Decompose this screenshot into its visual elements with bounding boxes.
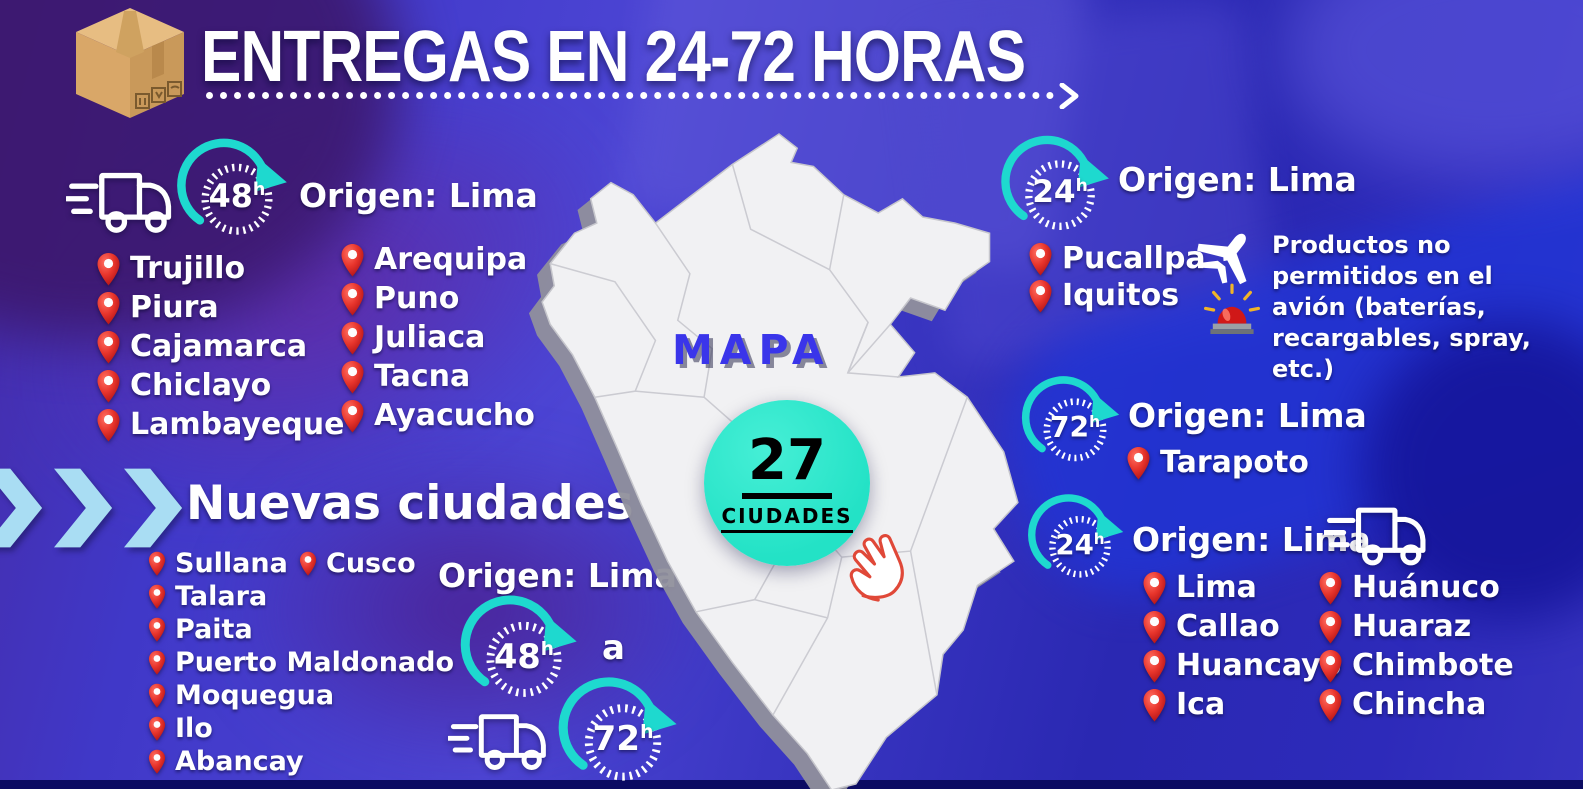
- city-list-central-col2: Huánuco Huaraz Chimbote Chincha: [1318, 568, 1514, 724]
- city-item: Abancay: [148, 745, 454, 778]
- air-restriction-note: Productos no permitidos en el avión (bat…: [1272, 231, 1531, 383]
- location-pin-icon: [148, 617, 166, 642]
- timer-24h-central: 24 h: [1028, 494, 1126, 590]
- location-pin-icon: [96, 330, 121, 364]
- timer-24h-air: 24 h: [1001, 135, 1112, 244]
- range-connector: a: [602, 628, 625, 668]
- city-item: Chiclayo: [96, 366, 345, 405]
- page-title: ENTREGAS EN 24-72 HORAS: [201, 17, 1026, 97]
- location-pin-icon: [1142, 610, 1167, 644]
- title-arrow-icon: [1058, 82, 1080, 113]
- location-pin-icon: [340, 321, 365, 355]
- city-item: Pucallpa: [1028, 240, 1206, 277]
- click-hand-icon[interactable]: [836, 526, 920, 606]
- location-pin-icon: [1318, 610, 1343, 644]
- city-item: Huancayo: [1142, 646, 1341, 685]
- location-pin-icon: [340, 360, 365, 394]
- city-item: Tacna: [340, 357, 535, 396]
- location-pin-icon: [96, 369, 121, 403]
- bg-bottom-strip: [0, 780, 1583, 789]
- city-list-air: Pucallpa Iquitos: [1028, 240, 1206, 314]
- city-item: Puerto Maldonado: [148, 646, 454, 679]
- location-pin-icon: [1318, 649, 1343, 683]
- location-pin-icon: [340, 399, 365, 433]
- city-list-48h-col2: Arequipa Puno Juliaca Tacna Ayacucho: [340, 240, 535, 435]
- cardboard-box-icon: [70, 2, 190, 118]
- city-item: Moquegua: [148, 679, 454, 712]
- city-item: Chimbote: [1318, 646, 1514, 685]
- location-pin-icon: [1142, 649, 1167, 683]
- city-item: Trujillo: [96, 249, 345, 288]
- city-item: Iquitos: [1028, 277, 1206, 314]
- city-item: Cajamarca: [96, 327, 345, 366]
- triple-chevron-icon: [0, 468, 184, 548]
- city-item: Huaraz: [1318, 607, 1514, 646]
- timer-48h-left: 48 h: [177, 138, 290, 249]
- city-item: Ilo: [148, 712, 454, 745]
- location-pin-icon: [1028, 279, 1053, 313]
- location-pin-icon: [148, 749, 166, 774]
- origin-label-new-cities: Origen: Lima: [438, 556, 677, 595]
- location-pin-icon: [96, 252, 121, 286]
- timer-dial-icon: [177, 138, 287, 235]
- location-pin-icon: [1028, 242, 1053, 276]
- location-pin-icon: [1318, 688, 1343, 722]
- origin-label-central: Origen: Lima: [1132, 520, 1371, 559]
- cities-count-badge: 27 CIUDADES: [704, 400, 870, 566]
- map-title: MAPA: [672, 326, 831, 374]
- origin-label-air: Origen: Lima: [1118, 160, 1357, 199]
- city-item: Juliaca: [340, 318, 535, 357]
- origin-label-72h: Origen: Lima: [1128, 396, 1367, 435]
- city-item: Lima: [1142, 568, 1341, 607]
- fast-delivery-truck-icon: [446, 705, 556, 779]
- fast-delivery-truck-icon: [64, 163, 182, 242]
- location-pin-icon: [1142, 688, 1167, 722]
- city-item: Paita: [148, 613, 454, 646]
- title-dotted-line: [206, 92, 1054, 99]
- timer-72h-tarapoto: 72 h: [1021, 376, 1122, 474]
- city-item: Piura: [96, 288, 345, 327]
- city-item: Chincha: [1318, 685, 1514, 724]
- location-pin-icon: [148, 716, 166, 741]
- location-pin-icon: [148, 584, 166, 609]
- city-item: Puno: [340, 279, 535, 318]
- city-item: Sullana: [148, 547, 454, 580]
- new-cities-title: Nuevas ciudades: [186, 476, 634, 531]
- city-item: Lambayeque: [96, 405, 345, 444]
- location-pin-icon: [1318, 571, 1343, 605]
- location-pin-icon: [340, 282, 365, 316]
- city-list-central-col1: Lima Callao Huancayo Ica: [1142, 568, 1341, 724]
- timer-48h-center: 48 h: [460, 595, 580, 712]
- location-pin-icon: [96, 291, 121, 325]
- location-pin-icon: [299, 551, 317, 576]
- city-item: Tarapoto: [1126, 443, 1309, 482]
- fast-delivery-truck-icon: [1322, 498, 1436, 575]
- location-pin-icon: [340, 243, 365, 277]
- airplane-icon: [1186, 222, 1266, 288]
- location-pin-icon: [148, 683, 166, 708]
- location-pin-icon: [1126, 446, 1151, 480]
- timer-72h-center: 72 h: [558, 677, 680, 789]
- city-item: Ayacucho: [340, 396, 535, 435]
- city-list-48h-col1: Trujillo Piura Cajamarca Chiclayo Lambay…: [96, 249, 345, 444]
- city-item: Callao: [1142, 607, 1341, 646]
- location-pin-icon: [148, 650, 166, 675]
- origin-label-48h: Origen: Lima: [299, 176, 538, 215]
- cities-count-caption: CIUDADES: [721, 504, 853, 533]
- location-pin-icon: [1142, 571, 1167, 605]
- city-item: Arequipa: [340, 240, 535, 279]
- city-item: Ica: [1142, 685, 1341, 724]
- location-pin-icon: [148, 551, 166, 576]
- alert-siren-icon: [1200, 282, 1264, 338]
- city-list-72h: Tarapoto: [1126, 443, 1309, 482]
- cities-count-number: 27: [742, 433, 832, 499]
- new-cities-col1: Sullana Talara Paita Puerto Maldonado Mo…: [148, 547, 454, 778]
- city-item: Huánuco: [1318, 568, 1514, 607]
- city-item: Cusco: [299, 547, 416, 580]
- city-item: Talara: [148, 580, 454, 613]
- new-cities-col2: Cusco: [299, 547, 416, 580]
- location-pin-icon: [96, 408, 121, 442]
